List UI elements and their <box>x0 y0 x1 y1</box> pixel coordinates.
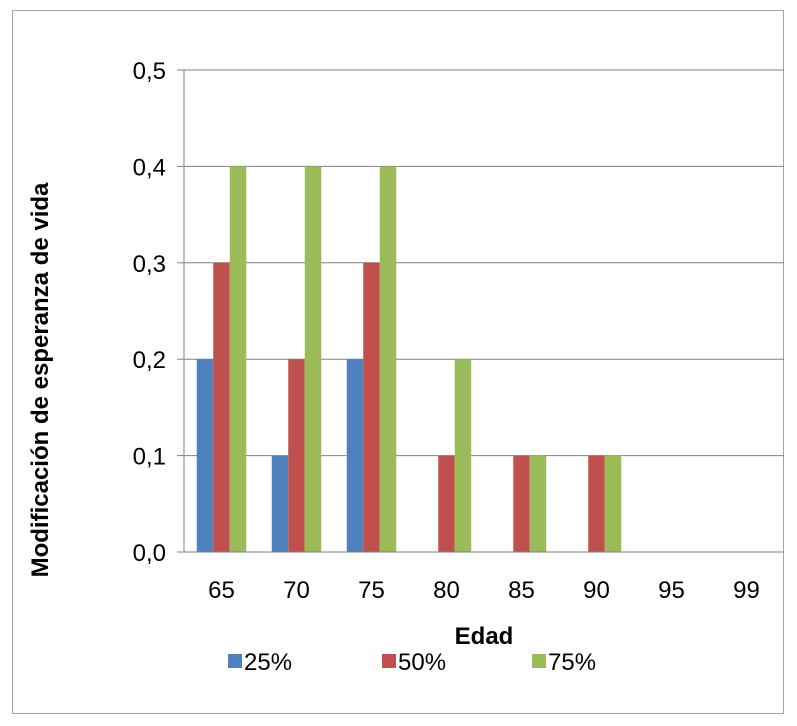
bar <box>454 359 472 552</box>
bar <box>229 166 247 552</box>
legend: 25% 50% 75% <box>228 649 596 676</box>
bar <box>213 262 230 552</box>
y-axis-title: Modificación de esperanza de vida <box>27 182 54 577</box>
x-tick-label: 85 <box>508 577 535 604</box>
gridlines <box>177 69 784 553</box>
bar <box>513 455 530 552</box>
bar <box>588 455 605 552</box>
x-tick-label: 80 <box>433 577 460 604</box>
bar <box>304 166 322 552</box>
bar <box>271 455 289 552</box>
x-tick-label: 65 <box>208 577 235 604</box>
bar <box>529 455 547 552</box>
x-tick-label: 75 <box>358 577 385 604</box>
x-tick-labels: 65 70 75 80 85 90 95 99 <box>208 577 760 604</box>
x-tick-label: 95 <box>658 577 685 604</box>
legend-label: 50% <box>398 649 446 676</box>
bar <box>438 455 455 552</box>
y-tick-label: 0,1 <box>133 444 166 471</box>
bar <box>604 455 622 552</box>
bar <box>288 359 305 552</box>
bar <box>196 359 214 552</box>
y-tick-label: 0,0 <box>133 540 166 567</box>
legend-label: 25% <box>244 649 292 676</box>
y-tick-label: 0,4 <box>133 154 166 181</box>
bar <box>363 262 380 552</box>
x-tick-label: 99 <box>733 577 760 604</box>
axes <box>183 70 784 553</box>
y-tick-label: 0,3 <box>133 251 166 278</box>
bar <box>346 359 364 552</box>
y-tick-label: 0,2 <box>133 347 166 374</box>
legend-swatch <box>228 654 242 668</box>
legend-swatch <box>532 654 546 668</box>
bars <box>196 166 622 552</box>
y-tick-label: 0,5 <box>133 58 166 85</box>
legend-swatch <box>382 654 396 668</box>
bar <box>379 166 397 552</box>
x-tick-label: 70 <box>283 577 310 604</box>
x-tick-label: 90 <box>583 577 610 604</box>
chart-frame <box>12 10 784 714</box>
legend-label: 75% <box>548 649 596 676</box>
y-tick-labels: 0,0 0,1 0,2 0,3 0,4 0,5 <box>133 58 166 567</box>
x-axis-title: Edad <box>455 623 514 650</box>
